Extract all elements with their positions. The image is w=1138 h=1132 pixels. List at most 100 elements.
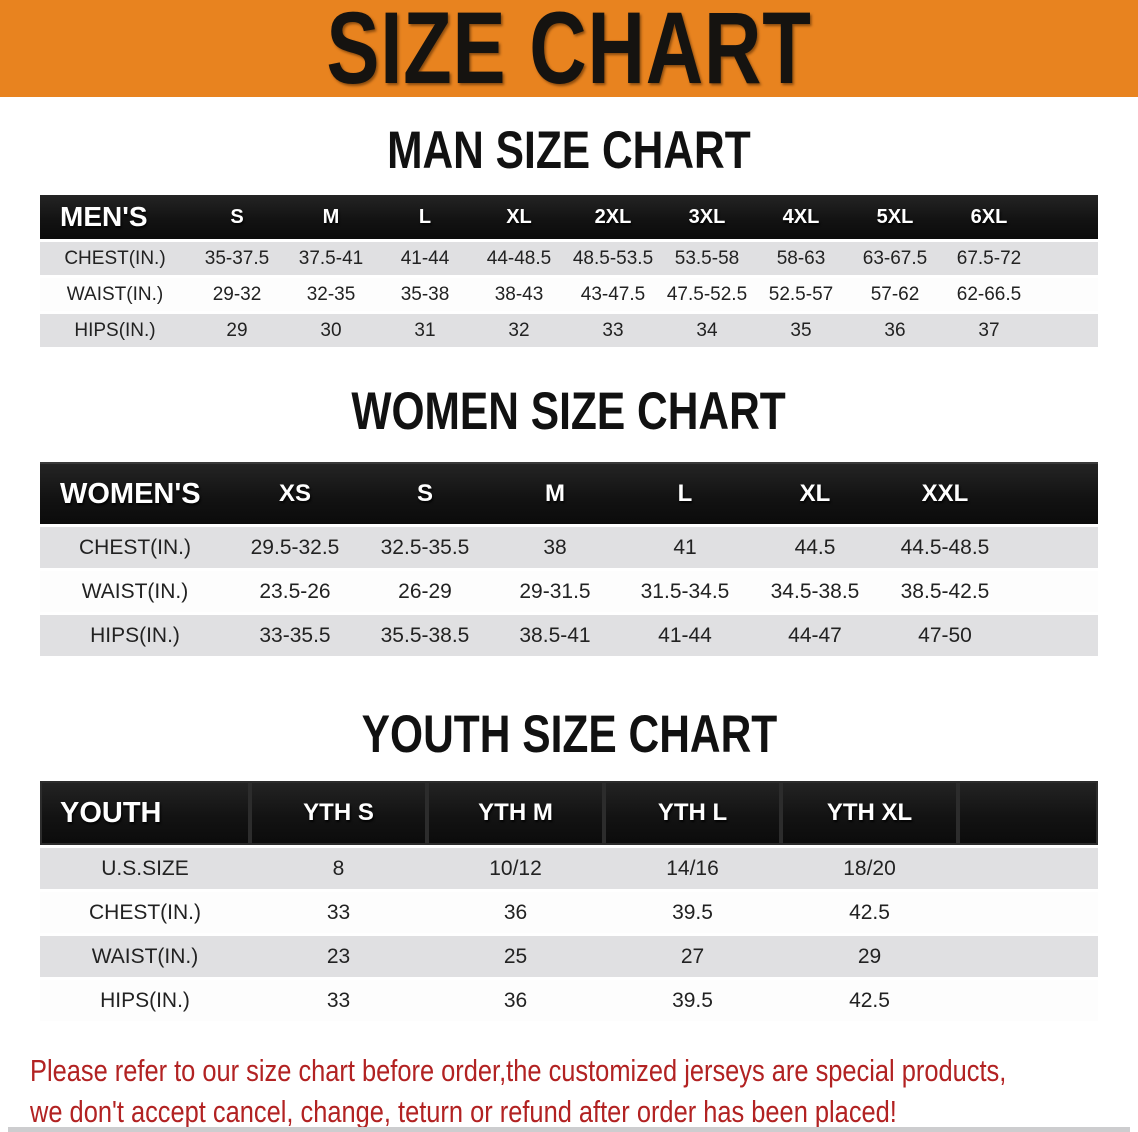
- row-label-cell: CHEST(IN.): [40, 242, 190, 275]
- value-cell: 42.5: [781, 980, 958, 1021]
- row-label-cell: WAIST(IN.): [40, 936, 250, 977]
- table-row: WAIST(IN.) 29-32 32-35 35-38 38-43 43-47.5 47.…: [40, 278, 1098, 311]
- row-spacer-cell: [958, 892, 1098, 933]
- value-cell: 37.5-41: [284, 242, 378, 275]
- size-chart-banner: SIZE CHART: [0, 0, 1138, 99]
- value-cell: 26-29: [360, 571, 490, 612]
- value-cell: 33: [250, 892, 427, 933]
- value-cell: 32: [472, 314, 566, 347]
- disclaimer: Please refer to our size chart before or…: [30, 1050, 1138, 1132]
- row-spacer-cell: [1010, 527, 1098, 568]
- value-cell: 39.5: [604, 980, 781, 1021]
- value-cell: 41-44: [378, 242, 472, 275]
- value-cell: 35-37.5: [190, 242, 284, 275]
- header-spacer-cell: [958, 781, 1098, 845]
- column-header-cell: XXL: [880, 462, 1010, 524]
- table-header-row: MEN'S S M L XL 2XL 3XL 4XL 5XL 6XL: [40, 195, 1098, 239]
- column-header-cell: L: [378, 195, 472, 239]
- row-label-cell: HIPS(IN.): [40, 314, 190, 347]
- value-cell: 39.5: [604, 892, 781, 933]
- value-cell: 30: [284, 314, 378, 347]
- value-cell: 10/12: [427, 848, 604, 889]
- value-cell: 42.5: [781, 892, 958, 933]
- value-cell: 14/16: [604, 848, 781, 889]
- row-spacer-cell: [958, 848, 1098, 889]
- youth-chart-heading-text: YOUTH SIZE CHART: [361, 704, 777, 764]
- row-label-cell: CHEST(IN.): [40, 892, 250, 933]
- value-cell: 35: [754, 314, 848, 347]
- column-header-cell: YTH XL: [781, 781, 958, 845]
- table-title-cell: MEN'S: [40, 195, 190, 239]
- women-chart-heading: WOMEN SIZE CHART: [0, 381, 1138, 441]
- value-cell: 36: [848, 314, 942, 347]
- row-spacer-cell: [1010, 571, 1098, 612]
- table-header-row: YOUTH YTH S YTH M YTH L YTH XL: [40, 781, 1098, 845]
- table-row: CHEST(IN.) 35-37.5 37.5-41 41-44 44-48.5 48.5…: [40, 242, 1098, 275]
- value-cell: 47-50: [880, 615, 1010, 656]
- row-label-cell: HIPS(IN.): [40, 615, 230, 656]
- value-cell: 32.5-35.5: [360, 527, 490, 568]
- row-label-cell: WAIST(IN.): [40, 278, 190, 311]
- value-cell: 33-35.5: [230, 615, 360, 656]
- value-cell: 23.5-26: [230, 571, 360, 612]
- table-row: CHEST(IN.) 33 36 39.5 42.5: [40, 892, 1098, 933]
- value-cell: 32-35: [284, 278, 378, 311]
- table-row: HIPS(IN.) 33-35.5 35.5-38.5 38.5-41 41-44 44-…: [40, 615, 1098, 656]
- table-row: HIPS(IN.) 29 30 31 32 33 34 35 36 37: [40, 314, 1098, 347]
- value-cell: 53.5-58: [660, 242, 754, 275]
- value-cell: 37: [942, 314, 1036, 347]
- value-cell: 47.5-52.5: [660, 278, 754, 311]
- value-cell: 29-32: [190, 278, 284, 311]
- value-cell: 23: [250, 936, 427, 977]
- table-row: WAIST(IN.) 23.5-26 26-29 29-31.5 31.5-34.5 34…: [40, 571, 1098, 612]
- column-header-cell: XL: [750, 462, 880, 524]
- value-cell: 44.5: [750, 527, 880, 568]
- row-spacer-cell: [958, 936, 1098, 977]
- value-cell: 43-47.5: [566, 278, 660, 311]
- value-cell: 36: [427, 980, 604, 1021]
- column-header-cell: 2XL: [566, 195, 660, 239]
- man-chart-heading: MAN SIZE CHART: [0, 120, 1138, 180]
- column-header-cell: S: [190, 195, 284, 239]
- column-header-cell: YTH M: [427, 781, 604, 845]
- women-chart-heading-text: WOMEN SIZE CHART: [351, 381, 787, 441]
- row-spacer-cell: [1036, 242, 1098, 275]
- value-cell: 33: [566, 314, 660, 347]
- row-label-cell: HIPS(IN.): [40, 980, 250, 1021]
- column-header-cell: M: [490, 462, 620, 524]
- value-cell: 29: [781, 936, 958, 977]
- table-title-cell: WOMEN'S: [40, 462, 230, 524]
- value-cell: 57-62: [848, 278, 942, 311]
- value-cell: 58-63: [754, 242, 848, 275]
- row-spacer-cell: [1036, 278, 1098, 311]
- value-cell: 18/20: [781, 848, 958, 889]
- value-cell: 25: [427, 936, 604, 977]
- value-cell: 62-66.5: [942, 278, 1036, 311]
- table-header-row: WOMEN'S XS S M L XL XXL: [40, 462, 1098, 524]
- value-cell: 48.5-53.5: [566, 242, 660, 275]
- column-header-cell: M: [284, 195, 378, 239]
- value-cell: 27: [604, 936, 781, 977]
- column-header-cell: L: [620, 462, 750, 524]
- disclaimer-line-2: we don't accept cancel, change, teturn o…: [30, 1094, 897, 1129]
- value-cell: 44.5-48.5: [880, 527, 1010, 568]
- row-label-cell: WAIST(IN.): [40, 571, 230, 612]
- value-cell: 31: [378, 314, 472, 347]
- column-header-cell: 4XL: [754, 195, 848, 239]
- row-spacer-cell: [1010, 615, 1098, 656]
- man-chart-heading-text: MAN SIZE CHART: [387, 120, 751, 180]
- value-cell: 34: [660, 314, 754, 347]
- column-header-cell: S: [360, 462, 490, 524]
- value-cell: 38-43: [472, 278, 566, 311]
- value-cell: 34.5-38.5: [750, 571, 880, 612]
- value-cell: 38.5-42.5: [880, 571, 1010, 612]
- value-cell: 44-47: [750, 615, 880, 656]
- column-header-cell: XL: [472, 195, 566, 239]
- youth-size-table: YOUTH YTH S YTH M YTH L YTH XL U.S.SIZE 8 10/12…: [40, 778, 1098, 1024]
- value-cell: 36: [427, 892, 604, 933]
- value-cell: 63-67.5: [848, 242, 942, 275]
- header-spacer-cell: [1036, 195, 1098, 239]
- value-cell: 35.5-38.5: [360, 615, 490, 656]
- table-row: WAIST(IN.) 23 25 27 29: [40, 936, 1098, 977]
- value-cell: 33: [250, 980, 427, 1021]
